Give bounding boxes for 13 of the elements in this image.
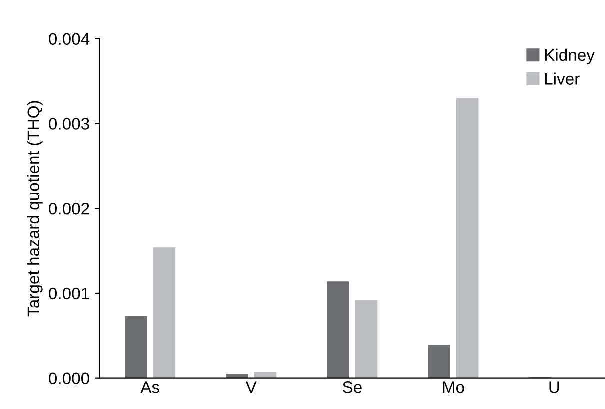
x-tick-label: As (140, 382, 160, 394)
y-axis-title: Target hazard quotient (THQ) (27, 101, 43, 317)
x-tick-label: V (246, 382, 257, 394)
y-tick-label: 0.003 (49, 118, 90, 130)
y-tick-label: 0.002 (49, 202, 90, 215)
y-tick-label: 0.004 (49, 33, 90, 46)
legend-label: Kidney (545, 48, 595, 64)
legend-label: Liver (545, 72, 580, 85)
x-tick-label: Mo (443, 382, 464, 394)
y-tick-label: 0.001 (49, 288, 90, 300)
x-tick-label: Se (342, 382, 362, 394)
y-tick-label: 0.000 (49, 372, 90, 385)
x-tick-label: U (550, 382, 560, 394)
